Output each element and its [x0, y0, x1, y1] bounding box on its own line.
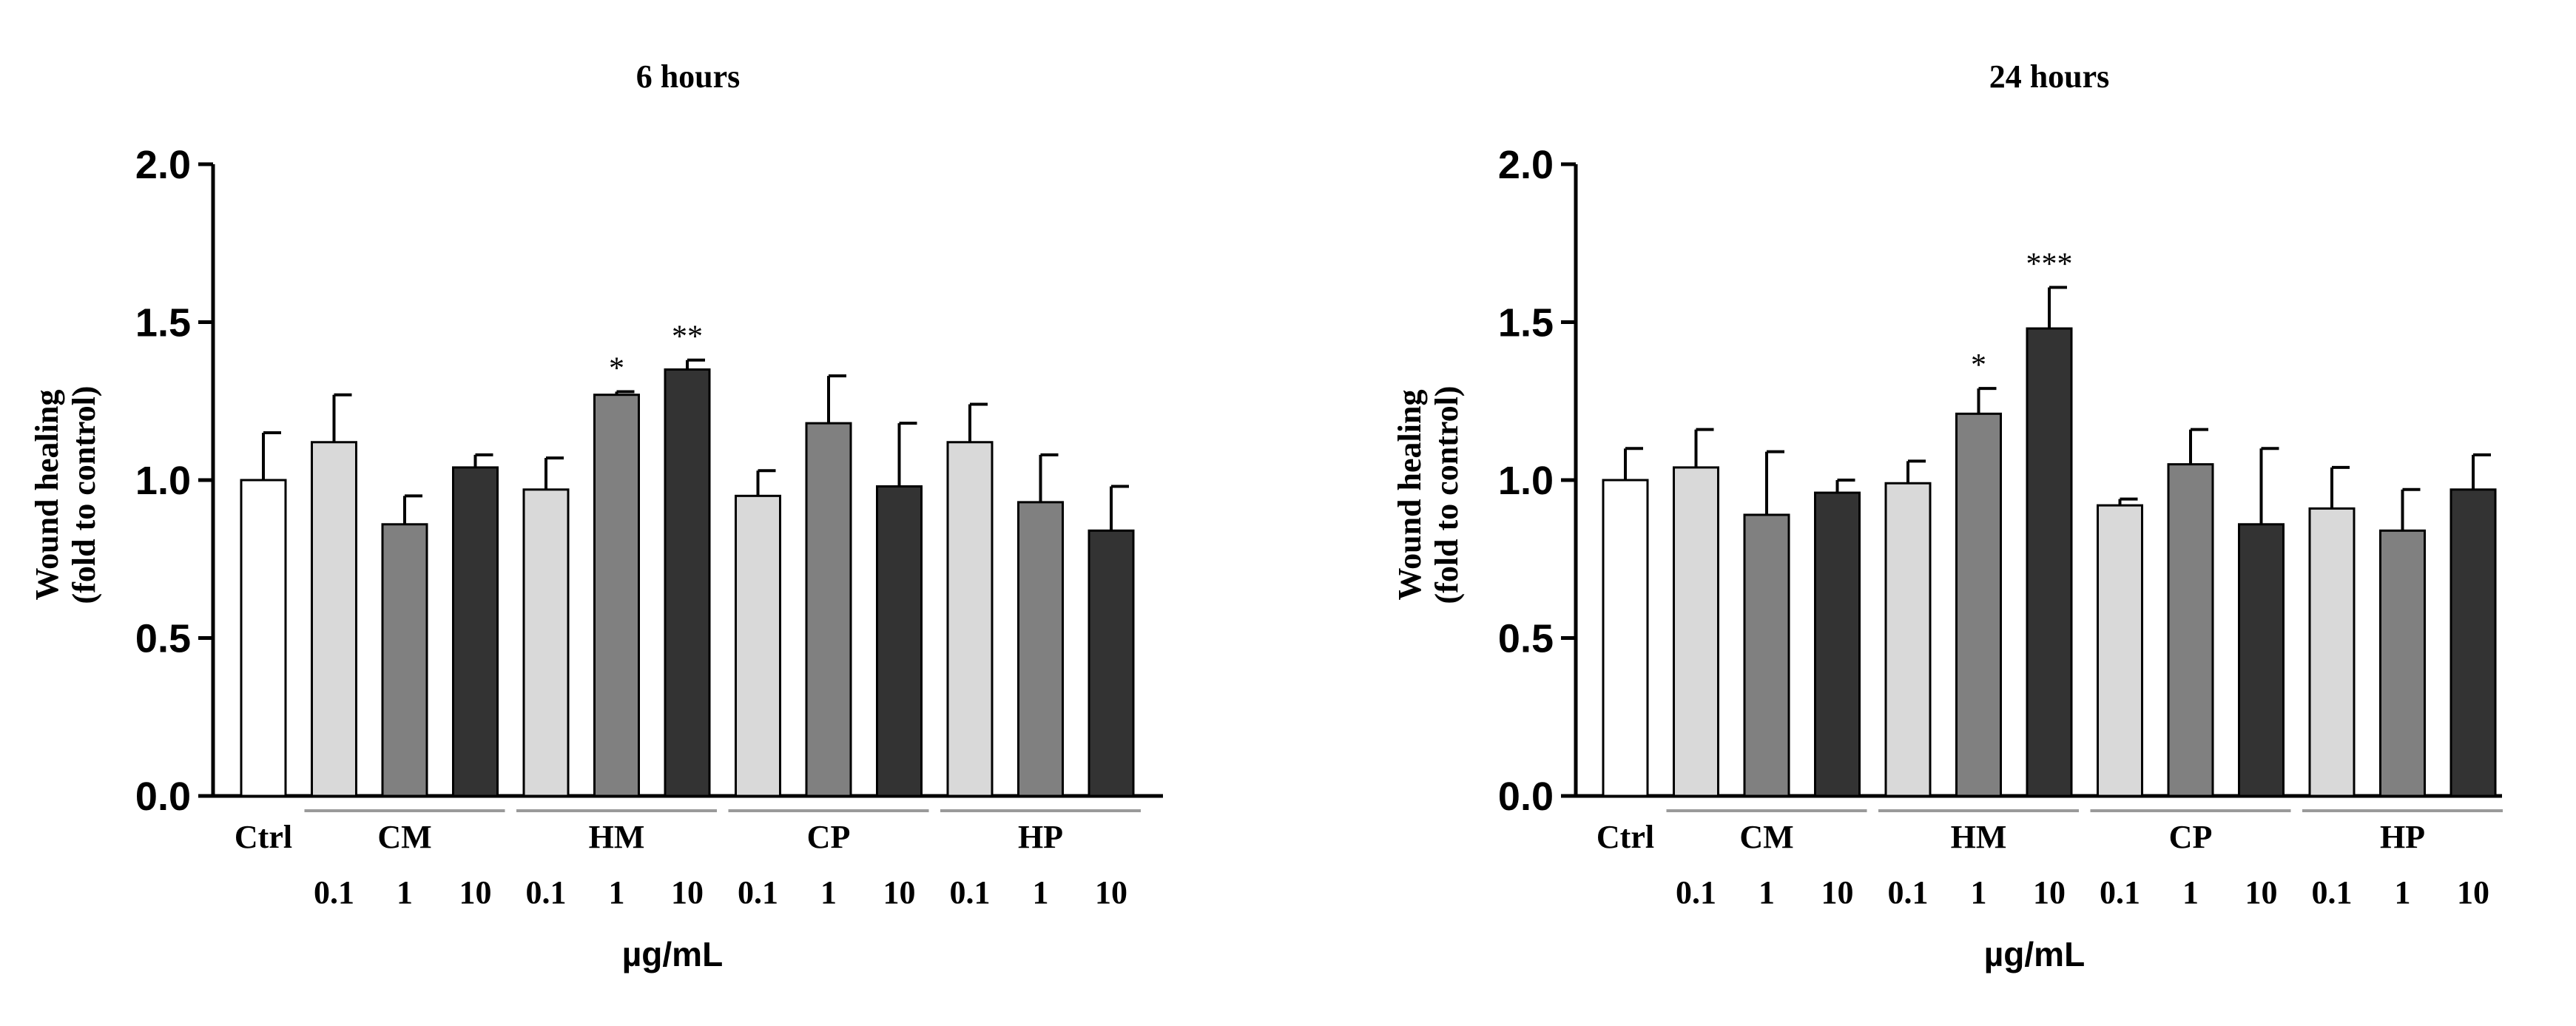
- x-axis-label: µg/mL: [622, 935, 723, 973]
- significance-mark: **: [672, 320, 703, 354]
- bar: [1814, 491, 1861, 797]
- bar: [1743, 513, 1790, 797]
- y-tick-label: 0.5: [135, 617, 191, 661]
- y-tick-label: 2.0: [1498, 143, 1554, 187]
- dose-label: 0.1: [526, 874, 567, 911]
- dose-label: 10: [459, 874, 492, 911]
- group-label: HM: [1951, 819, 2007, 855]
- y-tick-label: 1.0: [135, 459, 191, 503]
- bar: [1017, 501, 1064, 797]
- bar: [946, 441, 994, 797]
- dose-label: 1: [1971, 874, 1987, 911]
- group-label: CP: [807, 819, 851, 855]
- y-tick-label: 0.5: [1498, 617, 1554, 661]
- dose-label: 1: [609, 874, 625, 911]
- bar: [593, 394, 640, 797]
- dose-label: 1: [1033, 874, 1049, 911]
- x-axis-label: µg/mL: [1984, 935, 2085, 973]
- y-axis-label-line2: (fold to control): [1429, 386, 1465, 604]
- dose-label: 1: [2395, 874, 2411, 911]
- ctrl-label: Ctrl: [1596, 819, 1654, 855]
- group-label: HP: [2380, 819, 2425, 855]
- bar: [240, 479, 287, 797]
- panel-24-hours: 24 hours Wound healing (fold to control) 0.…: [1392, 58, 2503, 973]
- y-tick-label: 1.0: [1498, 459, 1554, 503]
- bar: [381, 523, 428, 797]
- bar: [1673, 466, 1719, 797]
- bar: [2097, 504, 2143, 797]
- bar: [1088, 529, 1135, 797]
- bar: [876, 485, 923, 797]
- group-label: CM: [377, 819, 431, 855]
- y-tick-label: 2.0: [135, 143, 191, 187]
- dose-label: 1: [1759, 874, 1775, 911]
- dose-label: 10: [2033, 874, 2066, 911]
- group-label: CM: [1739, 819, 1793, 855]
- y-axis-label-line2: (fold to control): [66, 386, 102, 604]
- chart-title: 6 hours: [636, 58, 741, 95]
- significance-mark: *: [609, 351, 624, 385]
- bar: [735, 494, 781, 797]
- bar: [2167, 463, 2214, 797]
- y-tick-label: 1.5: [1498, 301, 1554, 345]
- dose-label: 10: [2457, 874, 2489, 911]
- panel-6-hours: 6 hours Wound healing (fold to control) 0.0…: [29, 58, 1163, 973]
- bar: [2308, 507, 2356, 797]
- significance-mark: ***: [2026, 248, 2073, 282]
- y-axis-label-line1: Wound healing: [1392, 390, 1428, 601]
- dose-label: 10: [2245, 874, 2278, 911]
- dose-label: 10: [1821, 874, 1854, 911]
- bar: [664, 368, 711, 797]
- bar: [452, 466, 499, 797]
- chart-title: 24 hours: [1989, 58, 2110, 95]
- dose-label: 10: [671, 874, 704, 911]
- bar: [1884, 482, 1932, 797]
- dose-label: 0.1: [314, 874, 354, 911]
- bar: [2449, 488, 2497, 797]
- bar: [1602, 479, 1649, 797]
- y-tick-label: 0.0: [135, 774, 191, 819]
- bar: [2379, 529, 2426, 797]
- dose-label: 10: [1095, 874, 1127, 911]
- ctrl-label: Ctrl: [235, 819, 292, 855]
- bar: [1955, 412, 2002, 797]
- dose-label: 10: [883, 874, 916, 911]
- y-tick-label: 0.0: [1498, 774, 1554, 819]
- bar: [311, 441, 357, 797]
- dose-label: 1: [397, 874, 413, 911]
- dose-label: 0.1: [2100, 874, 2140, 911]
- dose-label: 1: [2182, 874, 2199, 911]
- group-label: HM: [589, 819, 645, 855]
- dose-label: 0.1: [1676, 874, 1716, 911]
- dose-label: 1: [820, 874, 837, 911]
- bar: [522, 488, 570, 797]
- bar: [2026, 327, 2073, 797]
- dose-label: 0.1: [738, 874, 778, 911]
- y-axis-label-line1: Wound healing: [29, 390, 65, 601]
- significance-mark: *: [1971, 348, 1986, 382]
- y-tick-label: 1.5: [135, 301, 191, 345]
- bar: [805, 422, 852, 797]
- dose-label: 0.1: [950, 874, 991, 911]
- bar: [2238, 523, 2285, 797]
- dose-label: 0.1: [2312, 874, 2353, 911]
- group-label: CP: [2169, 819, 2213, 855]
- group-label: HP: [1018, 819, 1063, 855]
- dose-label: 0.1: [1888, 874, 1929, 911]
